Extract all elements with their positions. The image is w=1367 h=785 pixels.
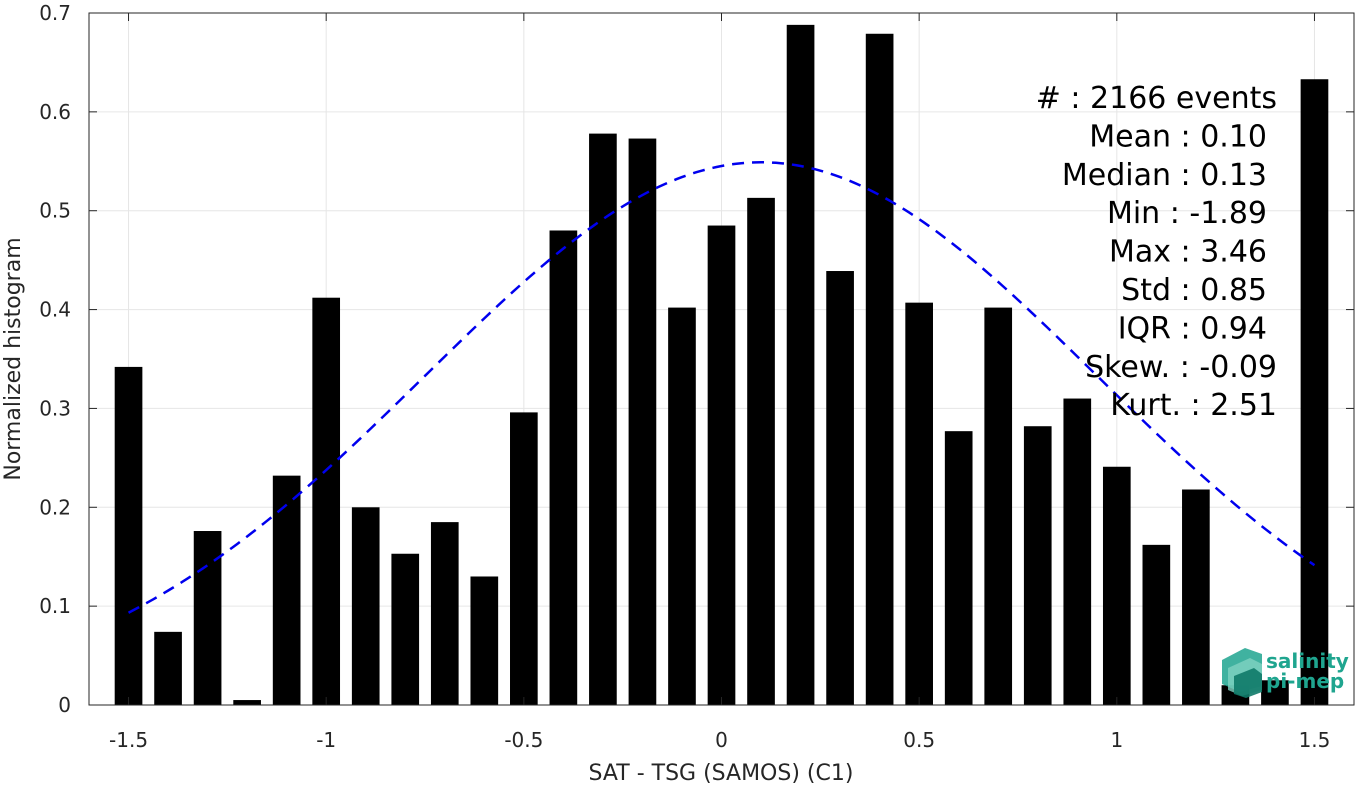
histogram-bar [470,576,499,705]
y-tick-label: 0.7 [39,1,71,25]
histogram-bar [747,197,775,705]
histogram-bar [826,271,854,705]
stat-line: Median : 0.13 [1062,158,1267,193]
axis-ticks [89,12,1354,706]
x-tick-label: 1.5 [1299,728,1331,752]
y-tick-label: 0.2 [39,495,71,519]
logo-text-salinity: salinity [1266,649,1349,673]
histogram-bar [312,297,341,705]
histogram-bar [1261,680,1289,705]
y-tick-label: 0.6 [39,100,71,124]
stat-line: IQR : 0.94 [1118,311,1267,346]
x-tick-label: 0.5 [903,728,935,752]
histogram-bar [1142,544,1171,705]
y-tick-label: 0.3 [39,396,71,420]
stat-line: Skew. : -0.09 [1085,350,1277,385]
x-tick-label: -1.5 [109,728,148,752]
histogram-bar [628,138,657,705]
histogram-bar [351,507,380,705]
histogram-bar [707,225,736,706]
y-tick-label: 0.4 [39,298,71,322]
histogram-bar [1063,398,1092,705]
histogram-bar [865,33,894,705]
logo-mark-icon [1222,648,1262,698]
y-tick-label: 0.1 [39,594,71,618]
x-tick-label: -1 [316,728,336,752]
x-tick-labels: -1.5 -1 -0.5 0 0.5 1 1.5 [109,728,1330,752]
stat-line: Max : 3.46 [1109,235,1267,270]
histogram-bar [154,631,182,705]
histogram-bar [905,302,933,705]
x-axis-label: SAT - TSG (SAMOS) (C1) [589,761,854,785]
histogram-bar [549,230,578,705]
histogram-bar [786,24,815,706]
y-tick-label: 0 [58,693,71,717]
histogram-bar [589,133,617,705]
histogram-bar [510,412,538,705]
logo-text-pi-mep: pi-mep [1266,669,1344,693]
histogram-bar [1102,466,1131,705]
histogram-bar [668,307,696,705]
histogram-bar [391,553,420,705]
stat-line: Min : -1.89 [1107,196,1267,231]
salinity-pi-mep-logo: salinity pi-mep [1222,648,1349,698]
stat-line: # : 2166 events [1036,81,1277,116]
stat-line: Kurt. : 2.51 [1110,388,1277,423]
y-tick-labels: 0 0.1 0.2 0.3 0.4 0.5 0.6 0.7 [39,1,71,717]
histogram-bar [114,366,143,705]
x-tick-label: -0.5 [504,728,543,752]
y-axis-label: Normalized histogram [1,237,26,480]
histogram-bar [944,431,973,705]
histogram-bar [1023,426,1052,705]
y-tick-label: 0.5 [39,199,71,223]
gaussian-fit-curve [127,161,1316,614]
histogram-bar [1300,79,1329,706]
x-tick-label: 1 [1110,728,1123,752]
stat-line: Std : 0.85 [1121,273,1267,308]
histogram-bar [233,700,261,705]
histogram-bar [984,307,1013,705]
histogram-bar [272,475,301,705]
histogram-bar [430,522,459,705]
stat-line: Mean : 0.10 [1089,119,1267,154]
histogram-bars [114,24,1329,706]
histogram-bar [1182,489,1210,705]
x-tick-label: 0 [715,728,728,752]
